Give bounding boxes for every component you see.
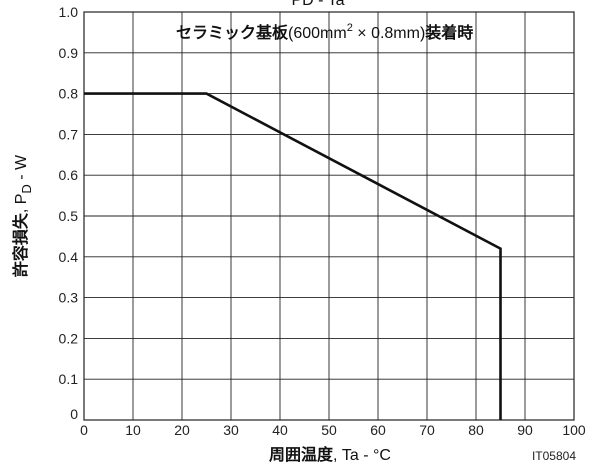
- plot-frame: [83, 11, 575, 421]
- y-tick-label: 0: [70, 406, 78, 422]
- y-tick-label: 0.1: [59, 371, 79, 387]
- figure-code: IT05804: [532, 449, 576, 463]
- x-axis-label: 周囲温度, Ta - °C: [269, 445, 391, 464]
- x-tick-label: 40: [272, 422, 288, 438]
- annotation-paren-rest: × 0.8mm): [353, 25, 425, 42]
- x-tick-label: 10: [125, 422, 141, 438]
- x-tick-label: 70: [419, 422, 435, 438]
- x-tick-label: 30: [223, 422, 239, 438]
- chart-title: PD - Ta: [291, 0, 344, 9]
- x-tick-label: 20: [174, 422, 190, 438]
- y-tick-label: 0.6: [59, 167, 79, 183]
- series-group: [84, 92, 502, 420]
- x-axis-label-rest: , Ta - °C: [333, 447, 391, 464]
- y-axis-label-suffix: - W: [13, 154, 30, 184]
- y-tick-labels: 0 0.1 0.2 0.3 0.4 0.5 0.6 0.7 0.8 0.9 1.0: [59, 4, 79, 422]
- x-tick-label: 90: [517, 422, 533, 438]
- y-tick-label: 0.8: [59, 86, 79, 102]
- y-tick-label: 0.2: [59, 330, 79, 346]
- x-tick-label: 60: [370, 422, 386, 438]
- x-tick-label: 100: [562, 422, 586, 438]
- y-tick-label: 0.9: [59, 45, 79, 61]
- y-tick-label: 0.3: [59, 290, 79, 306]
- x-tick-labels: 0 10 20 30 40 50 60 70 80 90 100: [80, 422, 586, 438]
- x-tick-label: 50: [321, 422, 337, 438]
- annotation-bold: セラミック基板: [176, 23, 289, 42]
- annotation: セラミック基板(600mm2 × 0.8mm)装着時: [176, 22, 473, 42]
- y-tick-label: 0.4: [59, 249, 79, 265]
- annotation-superscript: 2: [347, 22, 353, 34]
- y-axis-label: 許容損失, PD - W: [11, 154, 34, 277]
- annotation-paren-open: (600mm: [288, 25, 347, 42]
- x-tick-label: 0: [80, 422, 88, 438]
- y-axis-label-subscript: D: [19, 184, 34, 193]
- y-tick-label: 0.7: [59, 126, 79, 142]
- x-tick-label: 80: [468, 422, 484, 438]
- y-axis-label-bold: 許容損失: [11, 212, 30, 277]
- annotation-suffix: 装着時: [424, 23, 473, 42]
- series-line-0: [84, 92, 502, 420]
- y-axis-label-prefix: , P: [13, 194, 30, 214]
- y-tick-label: 0.5: [59, 208, 79, 224]
- y-tick-label: 1.0: [59, 4, 79, 20]
- x-axis-label-bold: 周囲温度: [269, 445, 334, 464]
